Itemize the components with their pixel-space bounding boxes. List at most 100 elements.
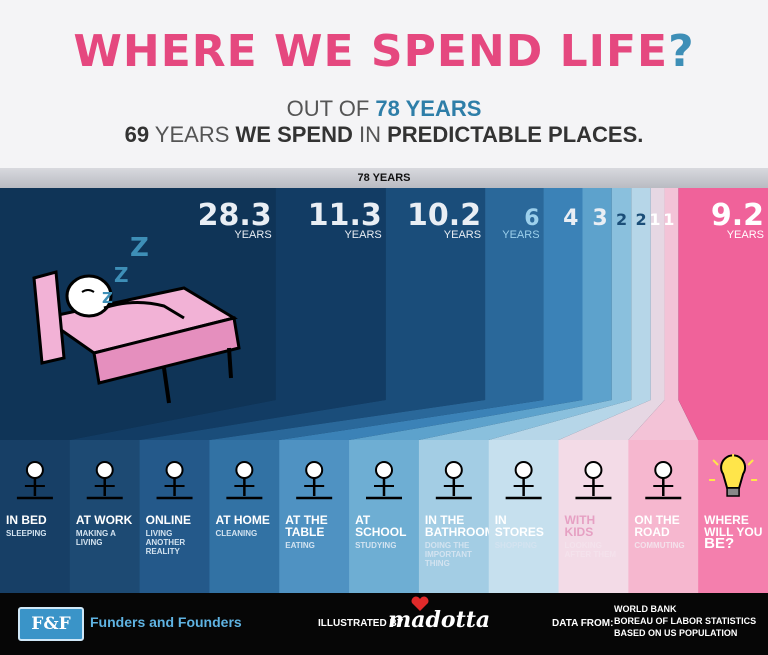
subtitle-78-years: 78 YEARS bbox=[375, 96, 482, 121]
sleep-z-icon: Z bbox=[102, 289, 113, 307]
subtitle-years: YEARS bbox=[149, 122, 236, 147]
category-subtitle: COMMUTING bbox=[634, 541, 684, 550]
data-from-label: DATA FROM: bbox=[552, 618, 614, 629]
unit-label: YEARS bbox=[234, 229, 271, 241]
category-title: TABLE bbox=[285, 525, 324, 539]
category-subtitle: AFTER THEM bbox=[565, 550, 617, 559]
figure-head bbox=[584, 461, 603, 479]
category-title: ROAD bbox=[634, 525, 670, 539]
category-title: BATHROOM bbox=[425, 525, 495, 539]
kids-icon bbox=[575, 461, 612, 500]
shopping-cart-icon bbox=[505, 461, 542, 500]
value-label: 1 bbox=[663, 210, 674, 229]
illustrated-by-label: ILLUSTRATED BY bbox=[318, 618, 404, 629]
category-subtitle: EATING bbox=[285, 541, 315, 550]
value-label: 4 bbox=[563, 206, 578, 231]
category-title: IN bbox=[495, 513, 507, 527]
category-title: ONLINE bbox=[146, 513, 191, 527]
value-label: 3 bbox=[592, 206, 607, 231]
illustrator-logo: madotta bbox=[388, 607, 491, 633]
chart-band bbox=[558, 188, 665, 440]
subtitle-in: IN bbox=[352, 122, 388, 147]
unit-label: YEARS bbox=[502, 229, 539, 241]
subtitle: OUT OF 78 YEARS 69 YEARS WE SPEND IN PRE… bbox=[0, 96, 768, 148]
sleeper-eye bbox=[81, 289, 95, 293]
heart-icon bbox=[411, 596, 429, 611]
category-subtitle: DOING THE bbox=[425, 541, 470, 550]
footer: F&F Funders and Founders ILLUSTRATED BY … bbox=[0, 593, 768, 655]
value-label: 2 bbox=[616, 210, 627, 229]
title-life: LIFE bbox=[559, 26, 669, 77]
sleep-z-icon: Z bbox=[130, 233, 149, 263]
sleeping-in-bed-icon bbox=[16, 461, 53, 500]
value-label: 9.2 bbox=[711, 198, 764, 233]
category-panel: AT HOME CLEANING bbox=[209, 440, 280, 593]
category-title: AT WORK bbox=[76, 513, 133, 527]
studying-icon bbox=[366, 461, 402, 500]
category-title: WILL YOU bbox=[704, 525, 762, 539]
brand-logo: F&F bbox=[18, 607, 84, 641]
sleeper-head bbox=[65, 274, 113, 318]
chart-band bbox=[488, 188, 651, 440]
chart-band bbox=[349, 188, 612, 440]
source-item: BOREAU OF LABOR STATISTICS bbox=[614, 616, 757, 626]
figure-head bbox=[654, 461, 673, 479]
bathroom-icon bbox=[435, 461, 472, 500]
figure-head bbox=[305, 461, 324, 479]
category-subtitle: REALITY bbox=[146, 547, 181, 556]
category-title: KIDS bbox=[565, 525, 594, 539]
page-title: WHERE WE SPEND LIFE? bbox=[0, 22, 768, 82]
chart-band bbox=[279, 188, 583, 440]
source-item: WORLD BANK bbox=[614, 604, 677, 614]
figure-head bbox=[375, 461, 393, 479]
bulb-glass bbox=[720, 454, 747, 489]
category-title: SCHOOL bbox=[355, 525, 406, 539]
bulb-ray bbox=[712, 459, 719, 466]
category-subtitle: STUDYING bbox=[355, 541, 396, 550]
subtitle-line-2: 69 YEARS WE SPEND IN PREDICTABLE PLACES. bbox=[0, 122, 768, 148]
sleeping-person-illustration: ZZZ bbox=[32, 233, 241, 404]
figure-head bbox=[25, 461, 44, 479]
category-title: BE? bbox=[704, 535, 734, 552]
category-title: AT THE bbox=[285, 513, 327, 527]
value-label: 2 bbox=[636, 210, 647, 229]
category-subtitle: CLEANING bbox=[215, 529, 257, 538]
bed-headboard bbox=[32, 270, 66, 365]
sleeper-body bbox=[103, 301, 185, 320]
source-item: BASED ON US POPULATION bbox=[614, 628, 738, 638]
lightbulb-icon bbox=[709, 454, 758, 497]
category-subtitle: ANOTHER bbox=[146, 538, 186, 547]
bed-side bbox=[92, 316, 241, 385]
category-title: AT HOME bbox=[215, 513, 269, 527]
category-title: WITH bbox=[565, 513, 596, 527]
chart-band bbox=[139, 188, 486, 440]
value-label: 1 bbox=[649, 210, 660, 229]
eating-icon bbox=[296, 461, 333, 500]
brand-name: Funders and Founders bbox=[90, 614, 242, 630]
total-years-bar: 78 YEARS bbox=[0, 168, 768, 188]
working-at-desk-icon bbox=[86, 461, 123, 500]
category-title: WHERE bbox=[704, 513, 749, 527]
category-subtitle: LOOKING bbox=[565, 541, 602, 550]
bed-leg bbox=[227, 347, 233, 379]
category-panel: IN BED SLEEPING bbox=[0, 440, 71, 593]
subtitle-we-spend: WE SPEND bbox=[235, 122, 353, 147]
title-where-we-spend: WHERE WE SPEND bbox=[73, 26, 560, 77]
subtitle-out-of: OUT OF bbox=[286, 96, 376, 121]
figure-head bbox=[514, 461, 533, 479]
category-subtitle: MAKING A bbox=[76, 529, 116, 538]
chart-band bbox=[209, 188, 544, 440]
unit-label: YEARS bbox=[344, 229, 381, 241]
category-title: ON THE bbox=[634, 513, 679, 527]
category-title: IN BED bbox=[6, 513, 47, 527]
category-subtitle: IMPORTANT bbox=[425, 550, 472, 559]
commuting-icon bbox=[645, 461, 682, 500]
